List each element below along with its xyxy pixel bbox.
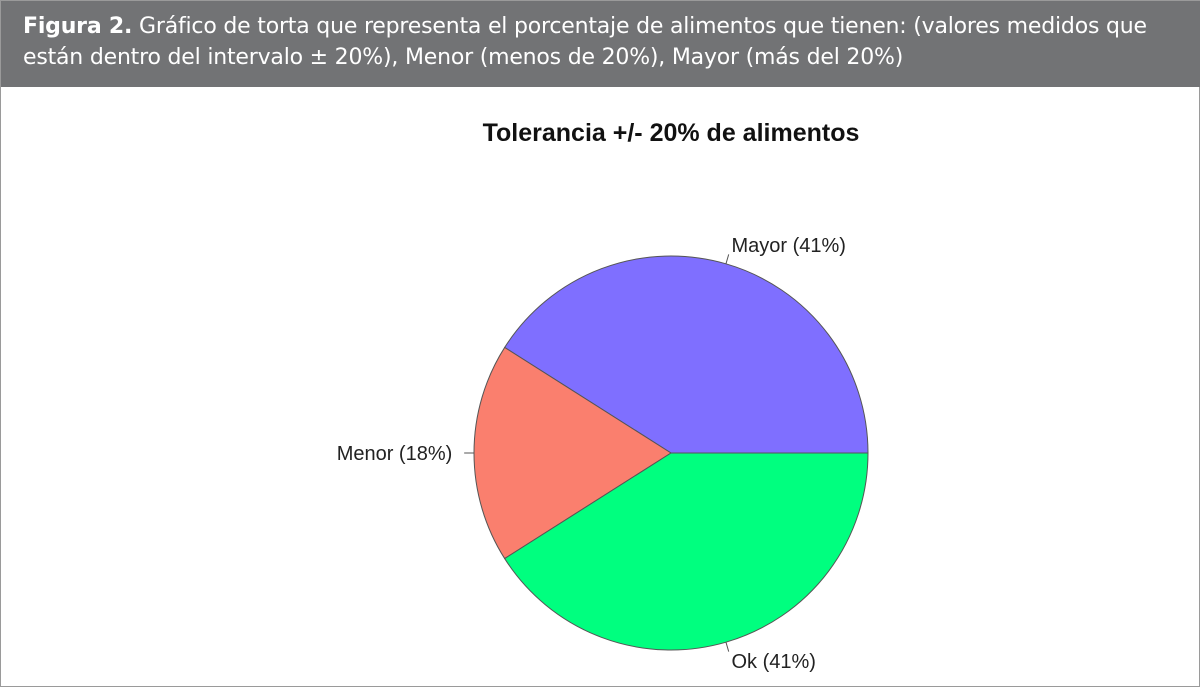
pie-label-ok: Ok (41%) <box>731 651 815 673</box>
figure-caption: Figura 2. Gráfico de torta que represent… <box>1 1 1200 87</box>
pie-slices <box>473 255 869 651</box>
pie-leader-mayor <box>725 254 730 264</box>
pie-label-mayor: Mayor (41%) <box>731 235 845 257</box>
pie-label-menor: Menor (18%) <box>337 443 453 465</box>
caption-text: Gráfico de torta que representa el porce… <box>23 14 1147 70</box>
pie-labels: Mayor (41%) Menor (18%) Ok (41%) <box>337 235 846 673</box>
caption-label: Figura 2. <box>23 14 133 39</box>
pie-slice-menor <box>473 346 672 560</box>
pie-leader-ok <box>725 642 730 652</box>
chart-title: Tolerancia +/- 20% de alimentos <box>483 119 860 147</box>
pie-slice-mayor <box>503 255 869 454</box>
pie-slice-ok <box>503 452 869 651</box>
